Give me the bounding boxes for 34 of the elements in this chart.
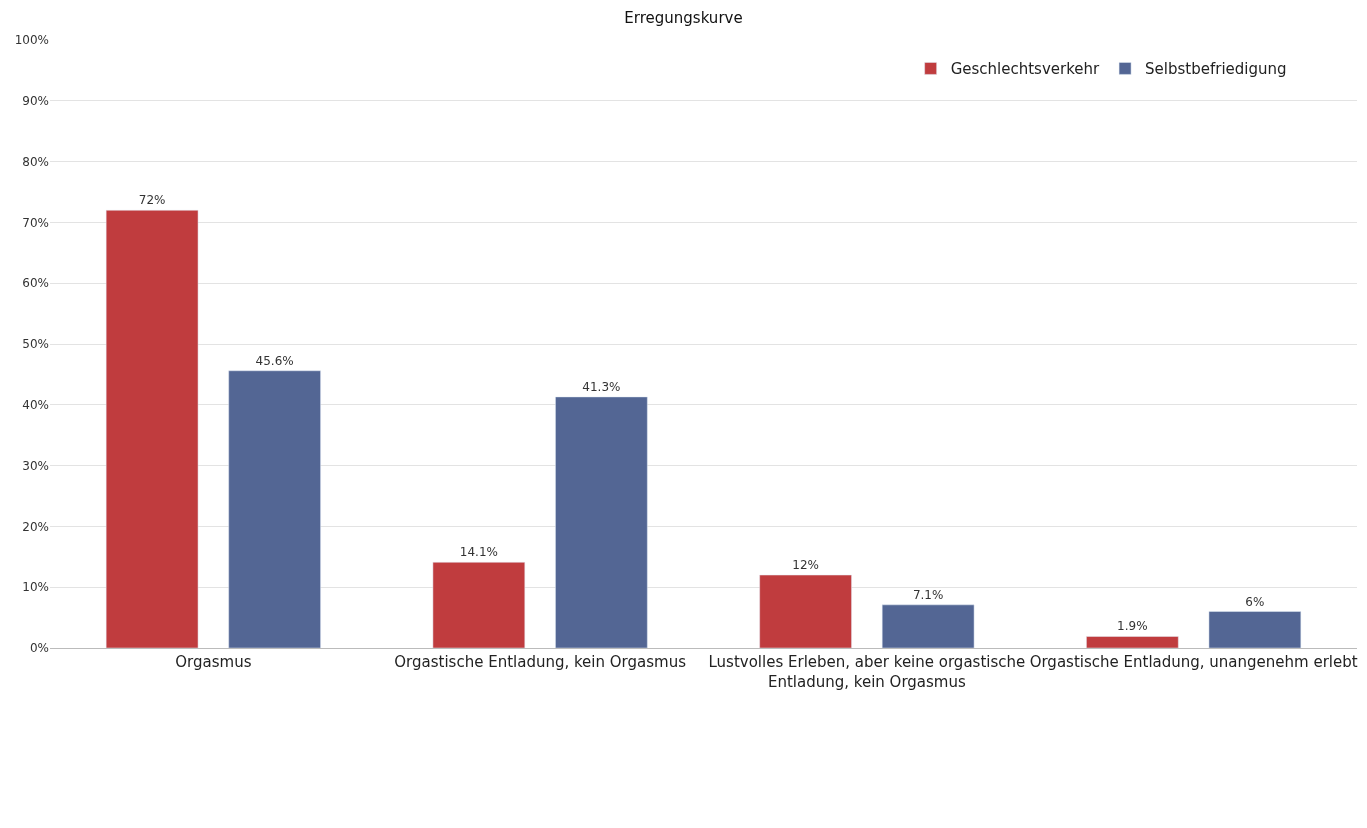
legend-label: Geschlechtsverkehr [950, 60, 1101, 79]
x-tick-label: Orgastische Entladung, unangenehm erlebt [1029, 653, 1358, 671]
x-tick-label: Orgastische Entladung, kein Orgasmus [394, 653, 687, 671]
data-label: 14.1% [459, 545, 498, 560]
y-tick-label: 100% [14, 33, 49, 48]
x-tick-label: Orgasmus [175, 653, 252, 671]
bar [105, 209, 199, 648]
bar [228, 370, 321, 648]
y-tick-label: 50% [22, 337, 49, 352]
y-tick-label: 10% [22, 580, 49, 595]
bar [1208, 611, 1302, 648]
data-label: 41.3% [582, 379, 621, 394]
y-tick-label: 60% [22, 276, 49, 291]
y-tick-label: 80% [22, 154, 49, 169]
y-tick-label: 0% [29, 641, 49, 656]
bar [759, 574, 852, 648]
data-label: 72% [138, 193, 166, 208]
y-tick-label: 40% [22, 398, 49, 412]
data-label: 7.1% [912, 587, 944, 602]
legend-label: Selbstbefriedigung [1145, 60, 1287, 79]
y-tick-label: 70% [22, 215, 49, 230]
data-label: 1.9% [1117, 619, 1148, 634]
chart-title: Erregungskurve [624, 8, 743, 27]
data-label: 12% [792, 558, 819, 573]
x-tick-label: Lustvolles Erleben, aber keine orgastische Entladung, kein Orgasmus [708, 653, 1026, 691]
y-tick-label: 30% [22, 458, 49, 473]
bar [432, 562, 526, 648]
data-label: 45.6% [255, 353, 294, 368]
y-tick-label: 90% [22, 94, 49, 108]
bar [881, 604, 975, 648]
data-label: 6% [1245, 594, 1265, 609]
y-tick-label: 20% [22, 519, 49, 534]
bar [1086, 636, 1179, 648]
bar [555, 396, 648, 648]
